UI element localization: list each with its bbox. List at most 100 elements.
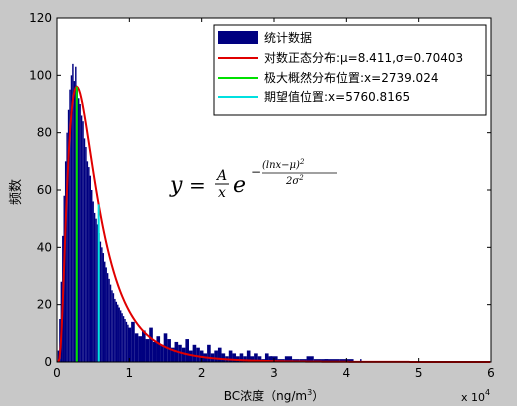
histogram-bar [102,253,105,362]
histogram-bar [239,353,244,362]
formula-numerator: A [215,168,227,184]
formula-exp-denominator: 2σ2 [285,174,304,187]
histogram-bar [86,161,89,362]
y-tick-label: 80 [37,126,52,140]
histogram-bar [83,138,86,362]
histogram-bar [360,359,362,362]
histogram-bar [70,75,73,362]
histogram-bar [118,307,120,362]
histogram-bar [145,339,150,362]
formula-annotation: y = A x e − (lnx−μ)2 2σ2 [169,158,337,201]
histogram-bar [221,353,226,362]
histogram-bar [134,333,139,362]
histogram-bar [119,310,122,362]
histogram-bar [156,336,161,362]
histogram-bar [82,121,84,362]
histogram-bar [167,339,171,362]
histogram-bar [122,316,125,362]
histogram-bar [69,89,71,363]
histogram-bar [75,66,77,362]
vertical-lines-group [75,86,100,362]
legend-label-lognormal: 对数正态分布:μ=8.411,σ=0.70403 [264,50,463,65]
histogram-bar [138,336,142,362]
x-exponent-power: 4 [485,388,490,397]
histogram-bar [313,359,322,362]
histogram-bar [115,301,118,362]
histogram-bar [117,304,119,362]
x-axis-label-main: BC浓度（ng/m [224,388,307,403]
x-tick-label: 6 [487,366,495,380]
legend-box [213,24,487,116]
histogram-bar [189,350,193,362]
histogram-bar [243,356,247,362]
histogram-bar [101,247,103,362]
histogram-bar [160,344,164,362]
histogram-bar [228,350,233,362]
y-tick-label: 120 [29,11,52,25]
histogram-bar [59,319,61,362]
y-tick-label: 20 [37,298,52,312]
y-tick-label: 100 [29,68,52,82]
x-tick-label: 4 [343,366,351,380]
legend-swatch-histogram [218,31,258,44]
formula-exp-minus: − [251,165,261,179]
histogram-bar [95,218,97,362]
histogram-bar [232,353,237,362]
formula-exp-numerator-sup: 2 [299,158,305,166]
histogram-bar [64,161,67,362]
legend-label-histogram: 统计数据 [264,30,312,45]
x-tick-label: 1 [126,366,134,380]
histogram-bar [250,356,255,362]
histogram-bar [72,63,74,362]
formula-exp-numerator-text: (lnx−μ) [262,160,300,171]
histogram-bar [96,224,99,362]
histogram-bar [90,190,93,362]
x-tick-label: 5 [415,366,423,380]
histogram-bar [264,353,269,362]
histogram-bar [112,293,115,362]
histogram-bar [124,319,126,362]
histogram-bar [109,284,112,362]
y-axis-label: 频数 [9,179,24,205]
histogram-bar [108,278,110,362]
x-axis-label-end: ） [312,389,324,403]
formula-exp-denominator-sup: 2 [298,174,304,182]
histogram-bar [85,147,87,362]
y-tick-label: 60 [37,183,52,197]
histogram-bar [93,212,96,362]
histogram-bar [324,359,340,362]
histogram-bar [246,350,251,362]
histogram-bar [99,241,102,362]
histogram-bar [111,290,113,362]
histogram-bar [257,356,262,362]
x-axis-label-sup: 3 [307,388,312,397]
legend-label-mode: 极大概然分布位置:x=2739.024 [264,70,438,85]
legend: 统计数据 对数正态分布:μ=8.411,σ=0.70403 极大概然分布位置:x… [213,24,487,116]
x-axis-label: BC浓度（ng/m3） [224,388,324,403]
y-tick-label: 40 [37,240,52,254]
histogram-bar [79,104,81,362]
x-exponent-base: x 10 [461,391,485,404]
histogram-bar [214,350,218,362]
histogram-bar [89,175,91,362]
histogram-bar [254,353,258,362]
histogram-bar [196,347,200,362]
histogram-bar [106,273,109,362]
x-tick-label: 0 [53,366,61,380]
histogram-bar [57,350,60,362]
histogram-bar [217,347,222,362]
histogram-bar [284,356,293,362]
histogram-bar [67,109,70,362]
formula-y: y [169,173,183,198]
histogram-bar [105,267,107,362]
formula-exp-denominator-text: 2σ [285,176,300,187]
x-tick-label: 2 [198,366,206,380]
histogram-bar [181,347,186,362]
histogram-bar [104,261,106,362]
histogram-bar [185,339,190,362]
x-tick-label: 3 [270,366,278,380]
histogram-bar [207,344,211,362]
